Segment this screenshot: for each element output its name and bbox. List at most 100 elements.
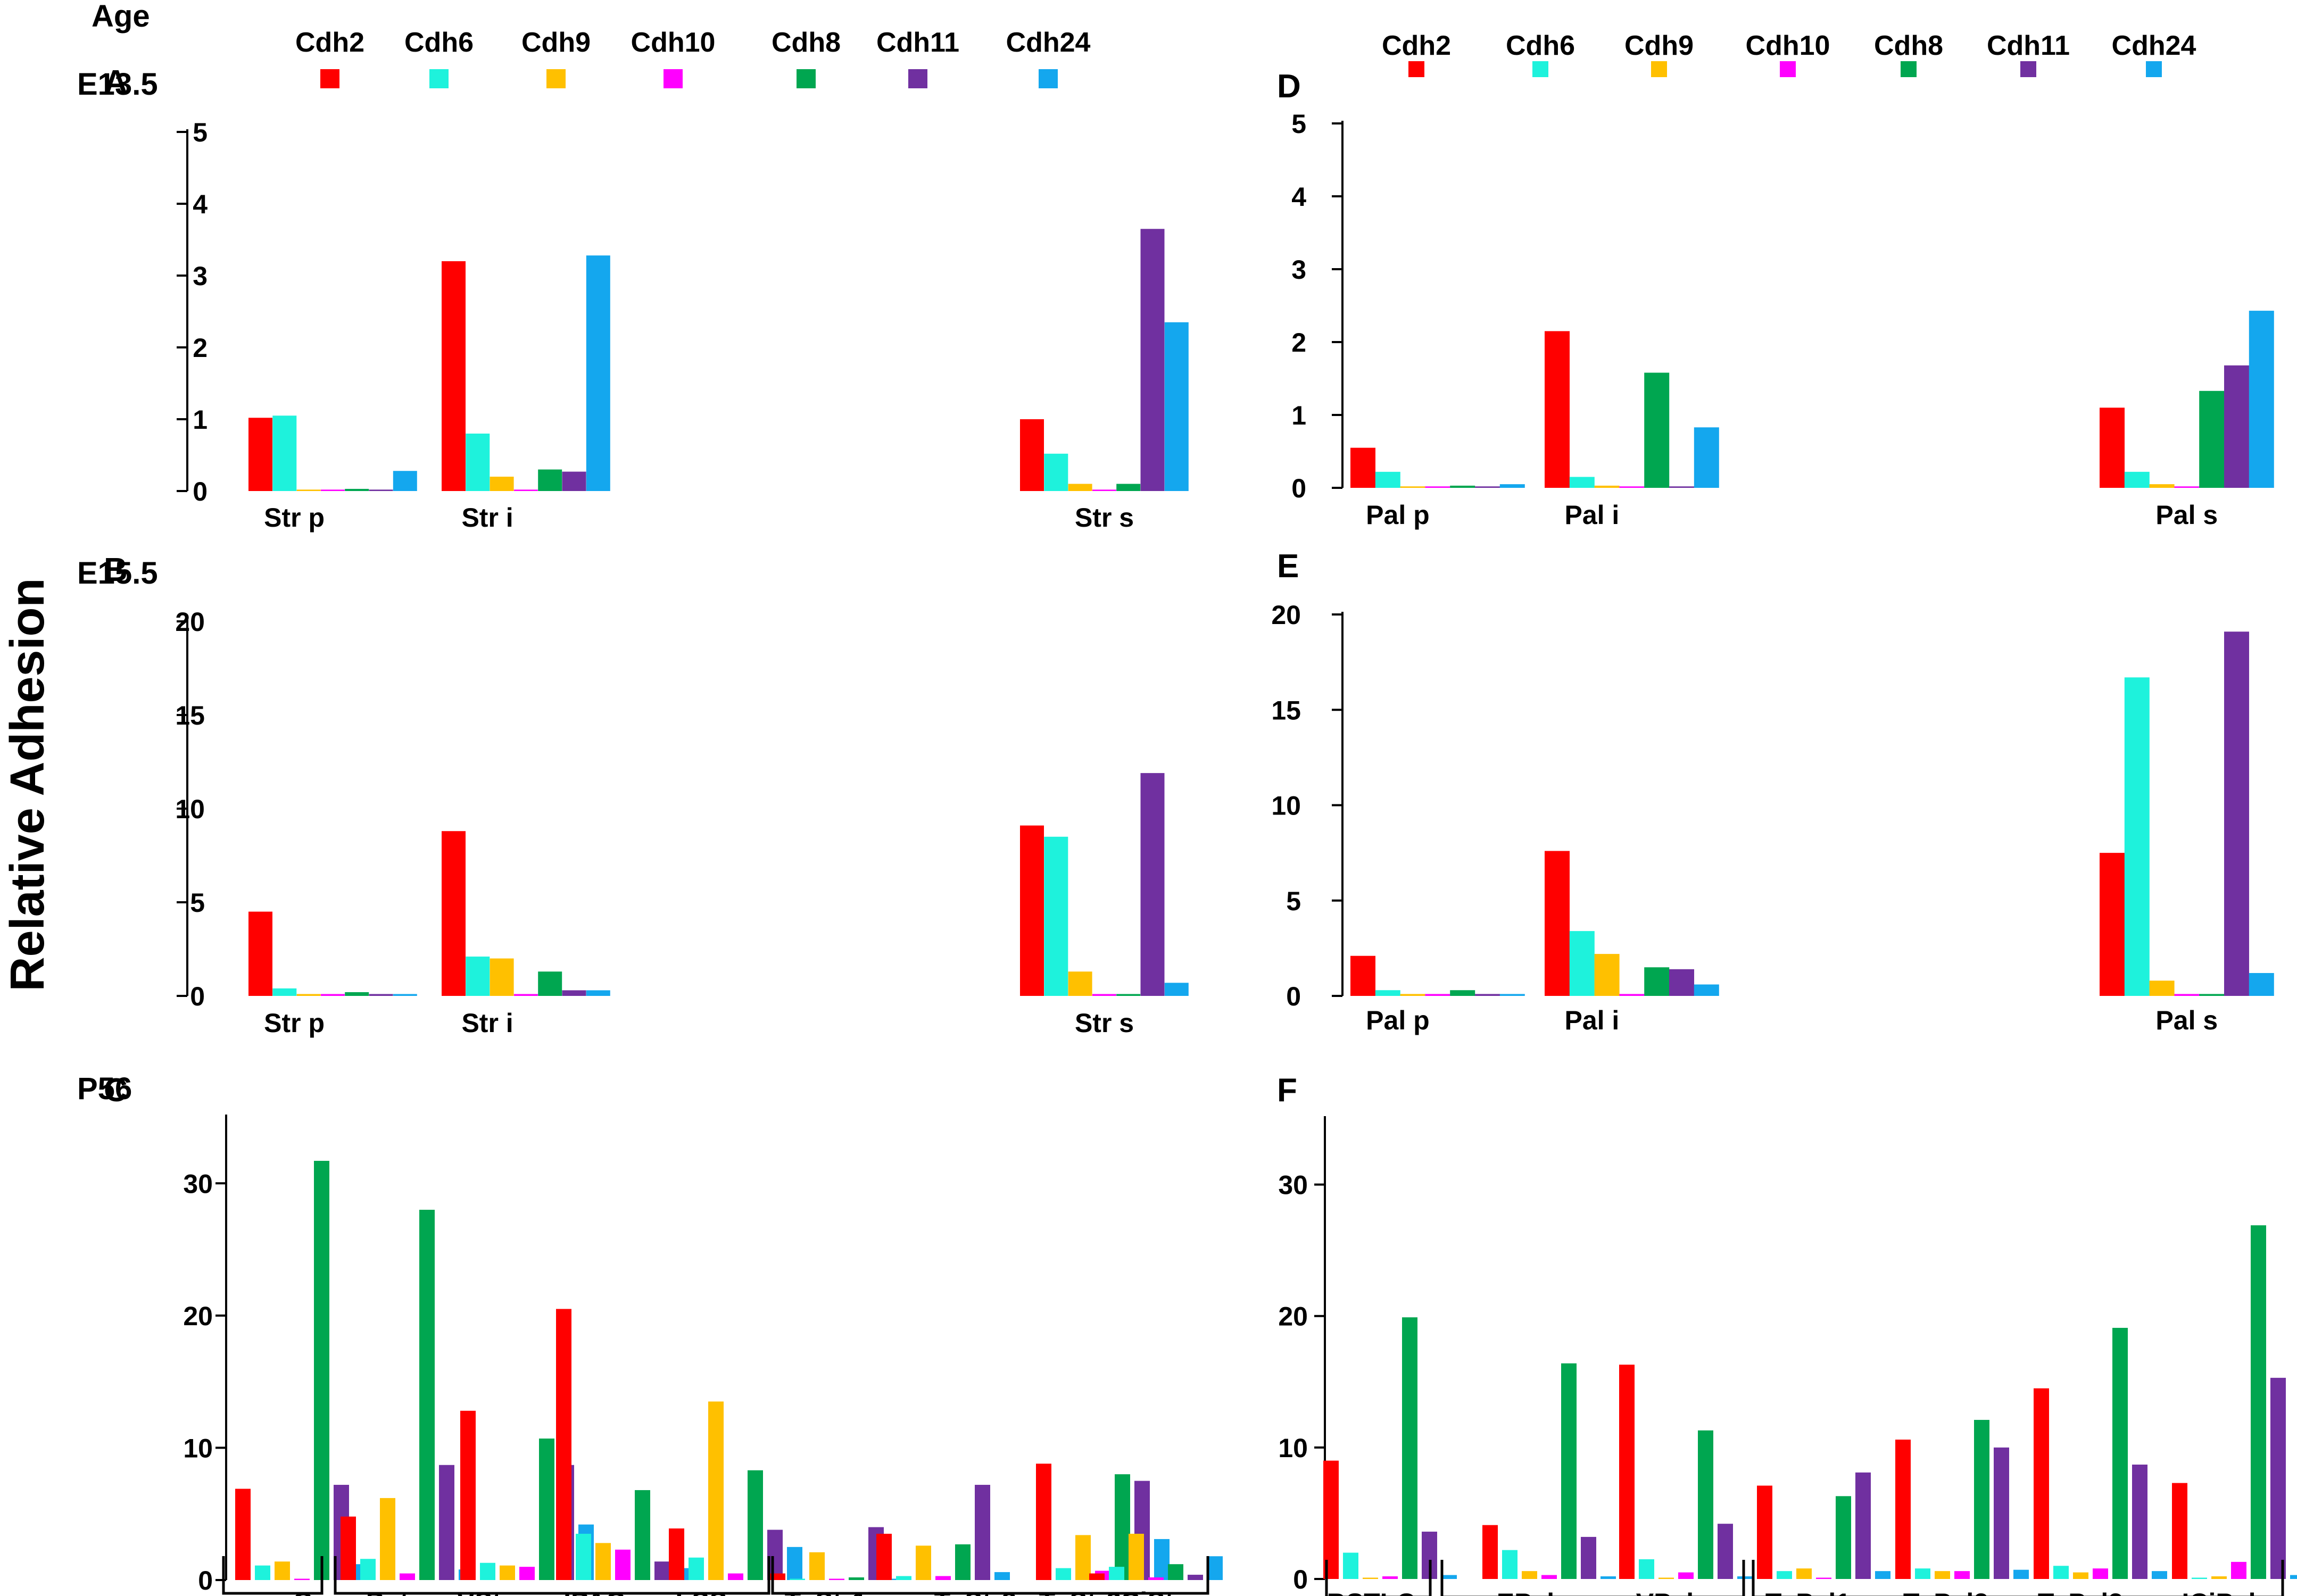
bar-group-str-i	[442, 831, 610, 996]
legend-swatch-cdh10	[1780, 61, 1796, 77]
bar-cdh24	[2290, 1575, 2297, 1579]
y-tick-label: 5	[190, 888, 205, 918]
bar-cdh2	[1020, 825, 1044, 996]
y-tick-label: 10	[1271, 791, 1301, 821]
y-tick-label: 3	[1291, 255, 1306, 285]
x-group-label: VPal	[1636, 1588, 1694, 1596]
legend-swatch-cdh11	[908, 69, 927, 88]
panel-letter: F	[1277, 1072, 1297, 1109]
bar-cdh24	[2013, 1569, 2029, 1579]
bar-cdh24	[1694, 427, 1719, 488]
bar-cdh6	[480, 1562, 495, 1580]
bar-cdh11	[1855, 1472, 1871, 1579]
bar-group-tupal3	[2034, 1327, 2167, 1579]
bar-cdh2	[341, 1516, 356, 1580]
x-group-label: TuPal2	[1903, 1588, 1988, 1596]
bar-group-str-i	[442, 255, 610, 491]
bar-cdh8	[2251, 1225, 2266, 1579]
bar-cdh6	[360, 1559, 376, 1580]
legend-swatch-cdh6	[1532, 61, 1548, 77]
y-tick-label: 5	[1291, 109, 1306, 139]
bar-cdh9	[1400, 994, 1425, 996]
bar-cdh2	[1545, 331, 1570, 488]
y-tick-label: 30	[1278, 1170, 1308, 1200]
bar-cdh9	[2073, 1572, 2088, 1579]
bar-cdh6	[2192, 1577, 2207, 1579]
bar-cdh9	[1594, 954, 1620, 996]
bar-group-icjstr	[1089, 1534, 1223, 1580]
bar-cdh24	[888, 1578, 903, 1580]
bar-group-pal-i	[1545, 851, 1719, 996]
x-group-label: BSTLC	[1327, 1588, 1416, 1596]
bar-cdh24	[994, 1572, 1010, 1580]
bar-cdh10	[1382, 1576, 1398, 1579]
panel-letter: C	[104, 1072, 128, 1109]
legend-swatch-cdh10	[664, 69, 683, 88]
bar-cdh10	[1678, 1572, 1694, 1579]
bar-cdh9	[1659, 1577, 1674, 1579]
bar-cdh24	[1601, 1576, 1616, 1579]
bar-cdh11	[1188, 1575, 1203, 1580]
bar-cdh11	[1140, 229, 1165, 491]
bar-cdh24	[1164, 322, 1189, 491]
bar-cdh10	[513, 489, 538, 491]
bar-cdh2	[248, 418, 272, 491]
bar-cdh8	[1450, 485, 1475, 488]
bar-cdh11	[2270, 1377, 2286, 1579]
bar-cdh8	[1561, 1363, 1577, 1579]
x-group-label: EPal	[1497, 1588, 1554, 1596]
bar-cdh6	[1502, 1550, 1517, 1579]
bar-cdh2	[669, 1528, 684, 1580]
bar-cdh9	[275, 1561, 290, 1580]
bar-cdh8	[635, 1490, 650, 1580]
y-tick-label: 0	[1293, 1565, 1308, 1594]
x-group-label: Pal i	[1564, 1005, 1619, 1035]
bar-cdh10	[1425, 486, 1450, 488]
legend-label-cdh11: Cdh11	[1987, 30, 2070, 61]
legend-label-cdh2: Cdh2	[1382, 30, 1451, 61]
legend-label-cdh9: Cdh9	[521, 27, 591, 58]
bar-group-ipac	[556, 1309, 690, 1580]
bar-cdh9	[1129, 1534, 1144, 1580]
bar-cdh2	[2100, 408, 2125, 488]
y-tick-label: 15	[1271, 695, 1301, 725]
bar-cdh9	[595, 1543, 611, 1580]
bar-cdh8	[419, 1210, 435, 1580]
bar-cdh9	[708, 1401, 724, 1580]
bar-cdh9	[296, 994, 321, 996]
bracket-line	[1440, 1560, 1745, 1596]
bar-cdh9	[1522, 1571, 1537, 1579]
bar-cdh11	[1669, 969, 1694, 996]
y-tick-label: 20	[175, 607, 205, 637]
y-tick-label: 0	[1286, 982, 1301, 1011]
bar-cdh2	[876, 1534, 892, 1580]
bar-cdh10	[1541, 1575, 1557, 1579]
bar-cdh2	[2100, 853, 2125, 996]
bar-cdh2	[1619, 1365, 1635, 1579]
panel-letter: D	[1277, 68, 1301, 105]
bar-cdh6	[1569, 931, 1595, 996]
figure-header: Age E13.5 E15.5 P56 Relative Adhesion	[1, 0, 158, 1106]
bar-cdh24	[2249, 311, 2274, 488]
legend-swatch-cdh24	[1039, 69, 1058, 88]
bar-cdh24	[393, 471, 417, 491]
bar-cdh2	[1020, 419, 1044, 491]
legend-label-cdh2: Cdh2	[295, 27, 364, 58]
bar-cdh9	[1363, 1577, 1378, 1579]
bar-group-str-s	[1020, 229, 1189, 491]
bar-cdh10	[1619, 994, 1645, 996]
bar-cdh9	[1594, 485, 1620, 488]
bar-cdh11	[654, 1561, 670, 1580]
legend-swatch-cdh9	[1651, 61, 1667, 77]
bar-cdh2	[460, 1410, 476, 1580]
bar-cdh8	[1644, 967, 1670, 996]
y-axis-label: Relative Adhesion	[1, 578, 54, 992]
bar-group-str-s	[1020, 773, 1189, 996]
legend-label-cdh6: Cdh6	[404, 27, 474, 58]
bar-cdh2	[2172, 1483, 2187, 1579]
x-group-label: Pal i	[1564, 500, 1619, 530]
row-age-label: E13.5	[77, 67, 158, 102]
panel-b: B 0 5 10 15 20 Str p Str i Str s	[104, 552, 1189, 1038]
bar-group-str-p	[248, 415, 417, 491]
